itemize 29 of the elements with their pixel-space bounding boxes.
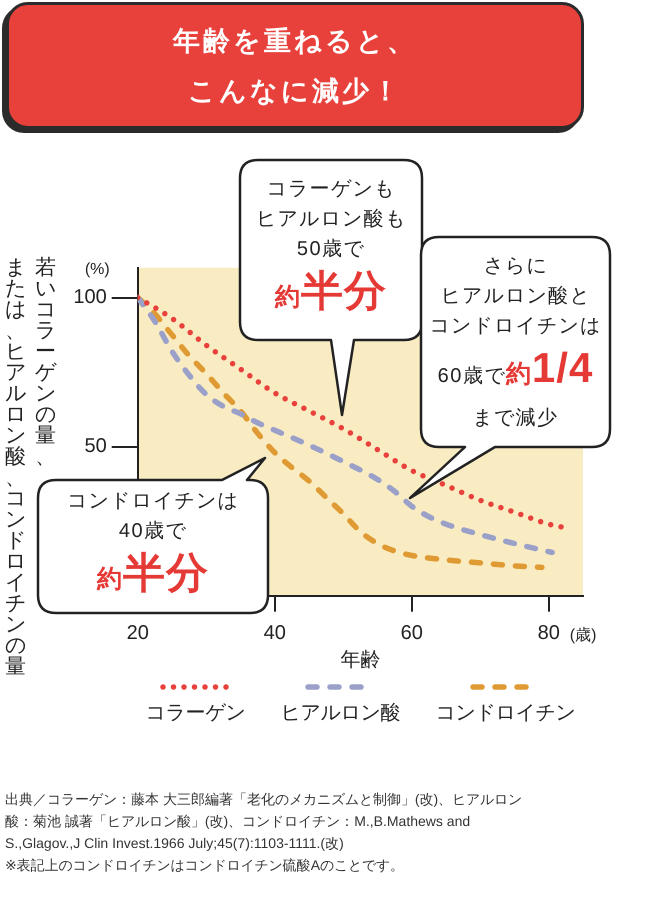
annotation: 40歳で [118,520,188,542]
annotation: コンドロイチンは [430,315,602,337]
text: ヒアルロン酸も [256,208,406,230]
legend-label: ヒアルロン酸 [280,701,400,726]
x-tick-label: 80 [538,622,560,644]
annotation: 60歳で [438,365,506,387]
annotation: さらに [483,255,548,277]
annotation: 約半分 [97,548,209,596]
text: コラーゲンも [266,178,396,200]
y-tick-label: 50 [84,435,107,458]
annotation: まで減少 [472,407,558,429]
x-tick-label: 60 [400,622,423,644]
text: 若いコラーゲンの量、または、ヒアルロン酸、コンドロイチンの量 [5,256,57,678]
x-tick-label: 40 [264,622,286,644]
annotation: 約半分 [275,267,387,314]
x-tick-label: 20 [126,622,149,644]
source-note: 出典／コラーゲン：藤本 大三郎編著「老化のメカニズムと制御」(改)、ヒアルロン酸：菊池 誠著「ヒアルロン酸」(改)、コンドロイチン：M.,B.Mathews and S.,Glagov.,J Clin Invest.1966 July;45(7):1103-1111.(改) [5,790,524,853]
annotation: ヒアルロン酸と [440,285,591,307]
legend-label: コンドロイチン [435,701,576,726]
text: (歳) [570,626,596,646]
text: ※表記上のコンドロイチンはコンドロイチン硫酸Aのことです。 [5,856,406,875]
x-axis-title: 年齢 [340,648,380,672]
text: (%) [84,260,110,280]
annotation: 約1/4 [506,344,594,391]
legend-label: コラーゲン [145,701,246,726]
annotation: コンドロイチンは [67,490,239,512]
text: 50歳で [296,238,366,260]
y-tick-label: 100 [73,286,107,308]
chart-title: 年齢を重ねると、こんなに減少！ [172,24,418,108]
